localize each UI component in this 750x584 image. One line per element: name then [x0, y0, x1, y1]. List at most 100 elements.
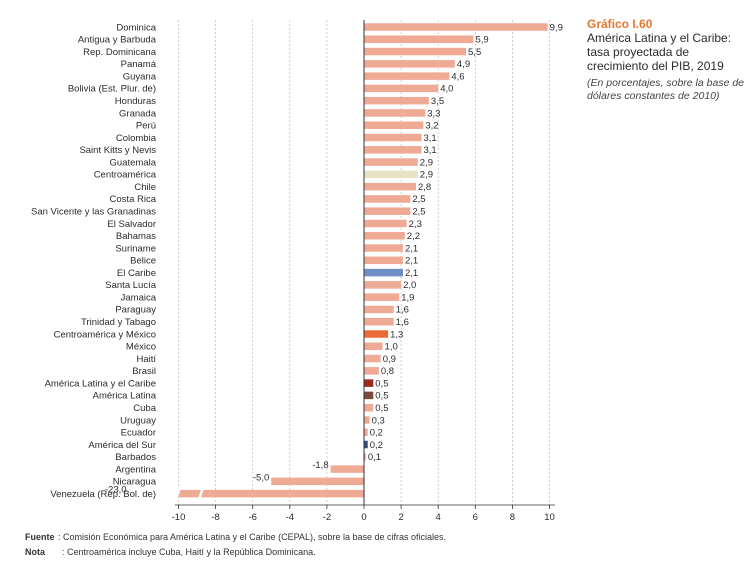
source-text: : Comisión Económica para América Latina…: [58, 532, 447, 542]
category-label: Trinidad y Tabago: [81, 317, 156, 328]
bar: [364, 121, 424, 129]
value-label: 1,9: [401, 292, 414, 303]
value-label: 1,6: [396, 317, 409, 328]
bar: [364, 453, 366, 461]
bar: [364, 35, 474, 44]
value-label: 0,8: [381, 366, 394, 377]
value-label: 4,9: [457, 59, 470, 70]
value-label: 3,5: [431, 96, 444, 107]
category-label: Belice: [130, 256, 156, 267]
value-label: -1,8: [312, 460, 328, 471]
figure-subtitle: (En porcentajes, sobre la base de dólare…: [587, 77, 745, 102]
category-label: Chile: [134, 182, 156, 193]
value-label: 5,9: [475, 35, 488, 46]
bar: [364, 367, 379, 375]
value-label: 1,6: [396, 305, 409, 316]
x-tick-label: -8: [211, 512, 219, 523]
grid-layer: [178, 20, 550, 505]
bar: [364, 195, 411, 203]
category-label: Antigua y Barbuda: [78, 35, 157, 46]
category-label: América del Sur: [88, 440, 156, 451]
bar: [364, 219, 407, 228]
bar: [364, 379, 374, 387]
category-label: Barbados: [115, 452, 156, 463]
x-tick-label: 4: [436, 512, 441, 523]
category-label: Bolivia (Est. Plur. de): [68, 84, 156, 95]
value-label: 0,5: [375, 378, 388, 389]
bar: [364, 256, 403, 265]
bar: [364, 182, 416, 191]
category-label: Paraguay: [115, 305, 156, 316]
bar: [364, 317, 394, 326]
bar: [364, 170, 418, 179]
value-label: 2,9: [420, 170, 433, 181]
bar: [364, 232, 405, 240]
category-label: Cuba: [133, 403, 156, 414]
value-label: 2,5: [412, 194, 425, 205]
source-line: Fuente: Comisión Económica para América …: [25, 530, 725, 545]
value-label: 2,1: [405, 268, 418, 279]
label-layer: Dominica 9,9 Antigua y Barbuda 5,9 Rep. Domi…: [31, 22, 563, 501]
value-label: 3,2: [425, 121, 438, 132]
source-label: Fuente: [25, 532, 55, 542]
bar: [364, 305, 394, 314]
x-tick-label: -2: [323, 512, 331, 523]
figure-title: América Latina y el Caribe: tasa proyect…: [587, 31, 732, 73]
category-label: Honduras: [115, 96, 156, 107]
value-label: 0,5: [375, 403, 388, 414]
bar: [364, 342, 383, 351]
bar: [364, 133, 422, 142]
category-label: Panamá: [121, 59, 157, 70]
x-tick-label: 2: [398, 512, 403, 523]
value-label: 3,1: [424, 133, 437, 144]
bar-layer: [178, 23, 548, 498]
bar: [364, 207, 411, 215]
value-label: 3,1: [424, 145, 437, 156]
value-label: 4,0: [440, 84, 453, 95]
x-tick-label: 6: [473, 512, 478, 523]
category-label: Guyana: [123, 71, 157, 82]
bar: [330, 465, 364, 473]
x-tick-label: -6: [248, 512, 256, 523]
bar: [364, 268, 403, 277]
category-label: Centroamérica y México: [54, 329, 156, 340]
bar: [364, 330, 389, 338]
value-label: 0,3: [372, 415, 385, 426]
category-label: Suriname: [115, 243, 156, 254]
value-label: 1,3: [390, 329, 403, 340]
x-tick-label: -10: [172, 512, 186, 523]
value-label: 9,9: [550, 22, 563, 33]
value-label: -23,0: [105, 485, 127, 496]
value-label: 1,0: [385, 342, 398, 353]
category-label: Granada: [119, 108, 157, 119]
bar: [364, 60, 455, 68]
value-label: 0,9: [383, 354, 396, 365]
value-label: 2,5: [412, 207, 425, 218]
bar: [364, 416, 370, 424]
category-label: Venezuela (Rep. Bol. de): [50, 489, 156, 500]
value-label: 4,6: [451, 71, 464, 82]
figure-notes: Fuente: Comisión Económica para América …: [25, 530, 725, 560]
bar: [178, 489, 364, 498]
bar: [364, 403, 374, 412]
category-label: México: [126, 342, 156, 353]
x-tick-label: 0: [361, 512, 366, 523]
category-label: Rep. Dominicana: [83, 47, 157, 58]
category-label: Brasil: [132, 366, 156, 377]
category-label: Bahamas: [116, 231, 156, 242]
category-label: Costa Rica: [110, 194, 157, 205]
category-label: Centroamérica: [94, 170, 157, 181]
value-label: 2,9: [420, 157, 433, 168]
value-label: 3,3: [427, 108, 440, 119]
category-label: Dominica: [116, 22, 156, 33]
bar: [364, 96, 429, 105]
bar: [364, 72, 450, 80]
axis-layer: -10 -8 -6 -4 -2 0 2 4 6 8 10: [172, 20, 555, 523]
bar: [364, 428, 368, 436]
x-tick-label: -4: [286, 512, 294, 523]
category-label: Guatemala: [110, 157, 157, 168]
value-label: 0,2: [370, 428, 383, 439]
bar: [364, 158, 418, 166]
category-label: Saint Kitts y Nevis: [79, 145, 156, 156]
bar: [364, 23, 548, 31]
